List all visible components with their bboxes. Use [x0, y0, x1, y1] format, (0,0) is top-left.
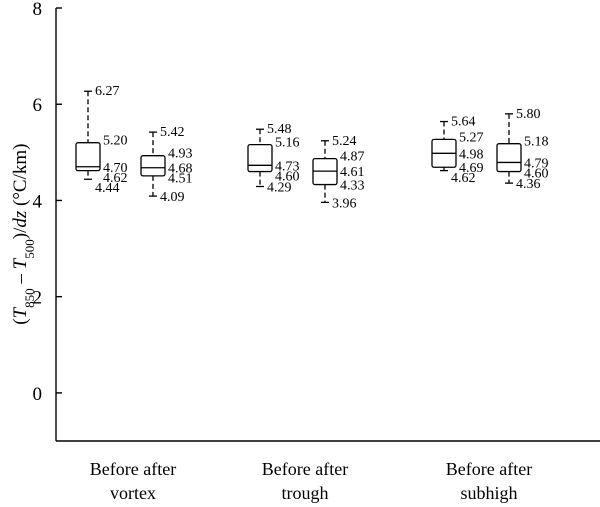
x-category-label: Before after	[90, 459, 176, 479]
value-label-median: 4.73	[275, 159, 300, 174]
value-label-q1: 4.33	[340, 179, 365, 194]
value-label-q1: 4.62	[103, 171, 128, 186]
boxes: 6.275.204.704.624.445.424.934.684.514.09…	[75, 84, 549, 211]
value-label-q1: 4.69	[459, 161, 484, 176]
box-item: 5.485.16 4.734.604.29	[247, 122, 300, 195]
y-axis-ticks: 0 2 4 6 8	[33, 0, 62, 405]
iqr-box	[75, 142, 101, 172]
value-label-q1: 4.51	[168, 172, 193, 187]
iqr-box	[496, 143, 522, 173]
iqr-box	[247, 143, 273, 173]
value-label-q3: 4.93	[168, 147, 193, 162]
y-tick-label: 8	[33, 0, 43, 20]
value-label-min: 4.44	[95, 181, 120, 196]
value-label-median: 4.98	[459, 147, 484, 162]
x-axis-categories: Before after vortex Before after trough Befo…	[90, 459, 532, 503]
value-label-q1: 4.60	[524, 166, 549, 181]
value-label-max: 5.42	[160, 125, 185, 140]
value-label-q1: 4.60	[275, 169, 300, 184]
value-label-max: 5.48	[267, 122, 292, 137]
axes	[55, 8, 600, 442]
value-label-min: 3.96	[332, 196, 357, 211]
y-tick-label: 6	[33, 95, 43, 116]
x-category-label: subhigh	[460, 483, 517, 503]
y-axis-label: (T850 – T500)/dz (°C/km)	[10, 144, 37, 325]
value-label-median: 4.61	[340, 165, 365, 180]
box-item: 5.42 4.934.684.51 4.09	[140, 125, 193, 205]
value-label-min: 4.09	[160, 190, 185, 205]
value-label-median: 4.68	[168, 162, 193, 177]
x-category-label: vortex	[110, 483, 156, 503]
box-item: 6.27 5.20 4.704.624.44	[75, 84, 128, 196]
box-item: 5.80 5.18 4.794.604.36	[496, 107, 549, 192]
value-label-q3: 5.20	[103, 134, 128, 149]
value-label-min: 4.62	[451, 171, 476, 186]
value-label-max: 5.24	[332, 134, 357, 149]
x-category-label: Before after	[262, 459, 348, 479]
value-label-q3: 4.87	[340, 150, 365, 165]
x-category-label: trough	[282, 483, 329, 503]
value-label-median: 4.70	[103, 161, 128, 176]
box-item: 5.244.874.614.33 3.96	[312, 134, 365, 211]
value-label-max: 6.27	[95, 84, 120, 99]
y-tick-label: 0	[33, 384, 43, 405]
value-label-q3: 5.16	[275, 136, 300, 151]
value-label-min: 4.29	[267, 180, 292, 195]
y-tick-label: 4	[33, 191, 43, 212]
box-item: 5.645.27 4.984.694.62	[431, 115, 484, 186]
value-label-max: 5.80	[516, 107, 541, 122]
value-label-min: 4.36	[516, 177, 541, 192]
y-axis-label-group: (T850 – T500)/dz (°C/km)	[10, 144, 37, 325]
y-tick-label: 2	[33, 288, 43, 309]
x-category-label: Before after	[446, 459, 532, 479]
value-label-q3: 5.27	[459, 130, 484, 145]
iqr-box	[140, 155, 166, 177]
value-label-max: 5.64	[451, 115, 476, 130]
value-label-median: 4.79	[524, 156, 549, 171]
value-label-q3: 5.18	[524, 135, 549, 150]
